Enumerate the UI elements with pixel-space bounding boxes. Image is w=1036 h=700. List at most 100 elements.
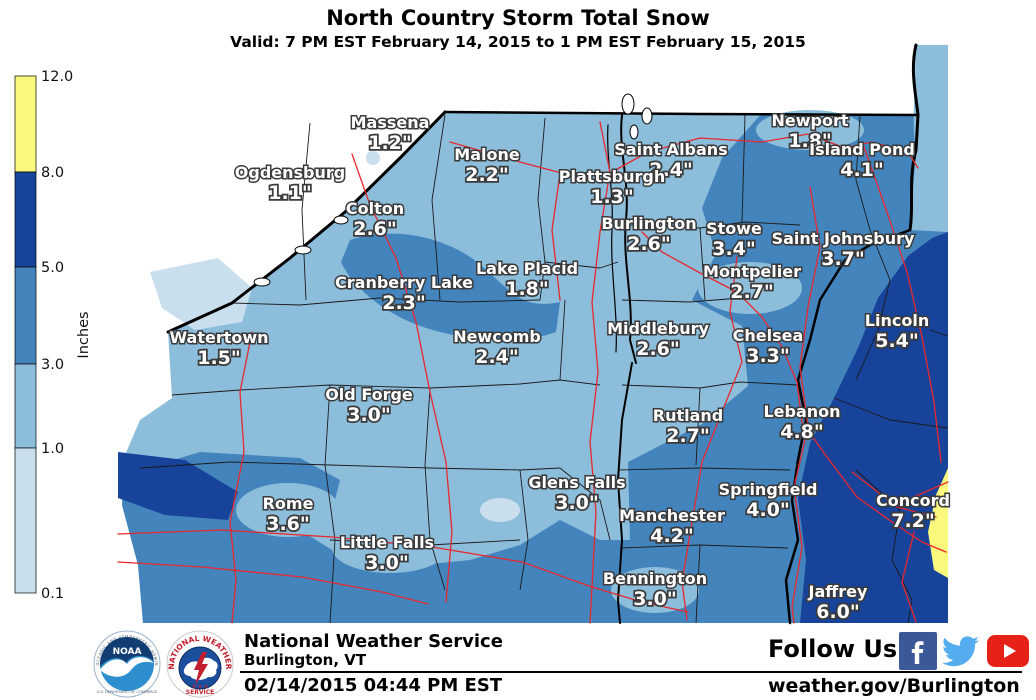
station-amount: 2.7": [666, 425, 710, 447]
noaa-logo: NATIONAL OCEANIC AND ATMOSPHERIC ADMINIS…: [93, 630, 161, 698]
station-amount: 2.4": [649, 159, 693, 181]
station-amount: 1.3": [590, 186, 634, 208]
station-amount: 1.5": [197, 347, 241, 369]
station-amount: 2.4": [475, 346, 519, 368]
page-title: North Country Storm Total Snow: [326, 6, 710, 30]
station-amount: 3.0": [633, 588, 677, 610]
station-amount: 6.0": [816, 601, 860, 623]
svg-text:SERVICE: SERVICE: [186, 689, 214, 696]
snowfall-regions: [118, 45, 948, 623]
station-name: Colton: [346, 199, 404, 218]
highways: [117, 121, 949, 624]
station-name: Bennington: [603, 569, 707, 588]
station-name: Middlebury: [607, 319, 709, 338]
station-amount: 1.8": [788, 130, 832, 152]
legend-tick: 3.0: [41, 357, 64, 373]
station-name: Lebanon: [763, 402, 840, 421]
station-name: Jaffrey: [808, 582, 868, 601]
valid-time-subtitle: Valid: 7 PM EST February 14, 2015 to 1 P…: [230, 33, 806, 51]
state-borders: [166, 43, 920, 625]
station-amount: 3.0": [365, 552, 409, 574]
svg-text:★ ★ ★: ★ ★ ★: [192, 684, 209, 690]
station-amount: 3.4": [712, 238, 756, 260]
youtube-icon[interactable]: [987, 635, 1029, 671]
legend-tick: 8.0: [41, 165, 64, 181]
station-amount: 2.3": [382, 292, 426, 314]
station-amount: 1.1": [268, 182, 312, 204]
twitter-icon[interactable]: [941, 634, 981, 674]
legend-tick: 5.0: [41, 260, 64, 276]
station-amount: 1.8": [505, 278, 549, 300]
station-amount: 2.6": [636, 338, 680, 360]
station-name: Concord: [876, 491, 950, 510]
station-name: Newcomb: [453, 327, 541, 346]
station-name: Newport: [771, 111, 848, 130]
station-name: Massena: [351, 113, 430, 132]
station-amount: 3.7": [821, 248, 865, 270]
station-name: Plattsburgh: [559, 167, 665, 186]
footer-divider: [240, 671, 1022, 673]
station-name: Burlington: [601, 214, 696, 233]
follow-us-label: Follow Us:: [768, 635, 907, 663]
station-amount: 2.6": [353, 218, 397, 240]
footer-office-block: National Weather Service Burlington, VT: [244, 632, 503, 669]
station-amount: 3.6": [266, 513, 310, 535]
station-name: Glens Falls: [528, 473, 625, 492]
station-name: Malone: [454, 145, 520, 164]
station-name: Rome: [263, 494, 314, 513]
station-name: Cranberry Lake: [335, 273, 473, 292]
station-amount: 1.2": [368, 132, 412, 154]
station-name: Saint Johnsbury: [772, 229, 915, 248]
legend-band: [14, 75, 37, 173]
issued-timestamp: 02/14/2015 04:44 PM EST: [244, 675, 503, 696]
header: North Country Storm Total Snow Valid: 7 …: [0, 0, 1036, 51]
station-name: Saint Albans: [614, 140, 727, 159]
legend-band: [14, 363, 37, 449]
station-amount: 2.6": [627, 233, 671, 255]
legend-unit-label: Inches: [76, 311, 92, 358]
station-amount: 2.2": [465, 164, 509, 186]
station-name: Montpelier: [703, 262, 801, 281]
station-name: Lake Placid: [476, 259, 578, 278]
station-name: Old Forge: [325, 385, 413, 404]
station-name: Springfield: [719, 480, 818, 499]
station-amount: 3.3": [746, 345, 790, 367]
legend-tick: 1.0: [41, 441, 64, 457]
legend-band: [14, 447, 37, 594]
lake-islands: [253, 93, 653, 287]
facebook-icon[interactable]: [899, 632, 937, 674]
station-amount: 3.0": [555, 492, 599, 514]
station-name: Island Pond: [809, 140, 915, 159]
station-name: Watertown: [169, 328, 268, 347]
nws-logo: NATIONAL WEATHER SERVICE ★ ★ ★: [166, 630, 234, 698]
county-boundaries: [139, 114, 949, 624]
station-amount: 4.1": [840, 159, 884, 181]
station-name: Ogdensburg: [235, 163, 345, 182]
station-name: Lincoln: [865, 311, 929, 330]
svg-text:U.S. DEPARTMENT OF COMMERCE: U.S. DEPARTMENT OF COMMERCE: [97, 690, 158, 694]
station-amount: 4.8": [780, 421, 824, 443]
agency-name: National Weather Service: [244, 631, 503, 652]
station-amount: 3.0": [347, 404, 391, 426]
footer: NATIONAL OCEANIC AND ATMOSPHERIC ADMINIS…: [0, 628, 1036, 700]
station-name: Chelsea: [733, 326, 804, 345]
legend-tick: 12.0: [41, 69, 73, 85]
station-name: Stowe: [706, 219, 762, 238]
station-amount: 4.0": [746, 499, 790, 521]
station-name: Rutland: [653, 406, 723, 425]
station-amount: 5.4": [875, 330, 919, 352]
station-amount: 4.2": [650, 525, 694, 547]
station-amount: 2.7": [730, 281, 774, 303]
station-name: Little Falls: [340, 533, 434, 552]
station-amount: 7.2": [891, 510, 935, 532]
noaa-abbr-text: NOAA: [113, 647, 142, 657]
legend-band: [14, 266, 37, 365]
legend-tick: 0.1: [41, 586, 64, 602]
website-url[interactable]: weather.gov/Burlington: [768, 675, 1020, 697]
colorbar-legend: 12.0 8.0 5.0 3.0 1.0 0.1 Inches: [14, 69, 92, 602]
legend-band: [14, 171, 37, 268]
office-name: Burlington, VT: [244, 651, 367, 669]
